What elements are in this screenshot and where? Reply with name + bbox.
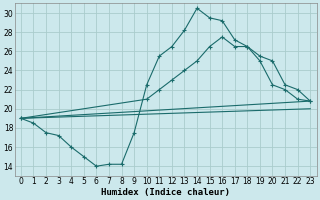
X-axis label: Humidex (Indice chaleur): Humidex (Indice chaleur)	[101, 188, 230, 197]
